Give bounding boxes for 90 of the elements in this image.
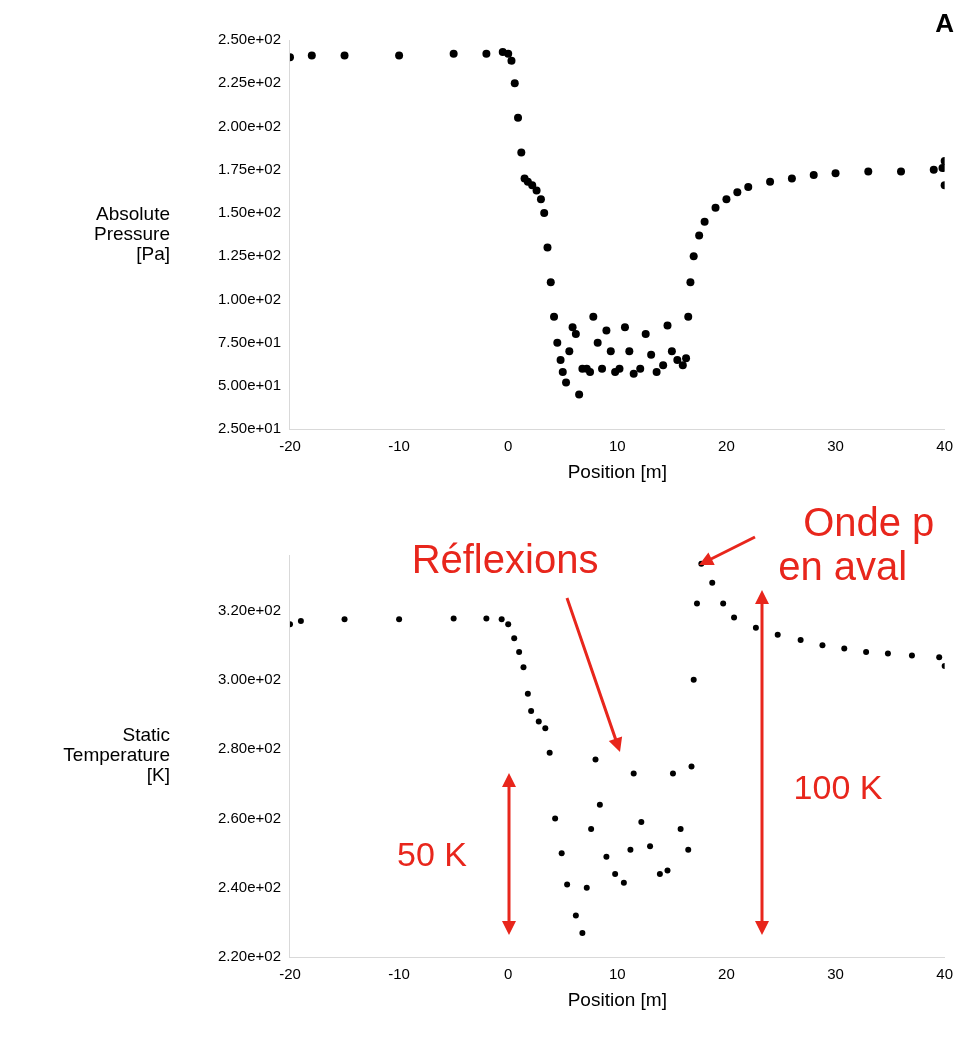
x-tick-label: 30 — [827, 965, 844, 983]
point — [884, 650, 891, 657]
point — [688, 763, 695, 770]
y-tick-label: 2.40e+02 — [218, 878, 281, 895]
y-axis-title: Absolute Pressure [Pa] — [93, 202, 170, 264]
point — [528, 708, 535, 715]
point — [693, 600, 700, 607]
annotation: 50 K — [397, 835, 468, 874]
point — [677, 825, 684, 832]
point — [579, 929, 586, 936]
point — [664, 867, 671, 874]
text: A — [935, 8, 955, 39]
point — [505, 621, 512, 628]
point — [524, 690, 531, 697]
annotation: Réflexions — [411, 537, 599, 582]
point — [564, 881, 571, 888]
y-tick-label: 2.60e+02 — [218, 808, 281, 826]
point — [483, 615, 490, 622]
point — [520, 664, 527, 671]
point — [647, 843, 654, 850]
point — [720, 600, 727, 607]
point — [546, 749, 553, 756]
x-tick-label: 20 — [718, 437, 735, 455]
point — [656, 870, 663, 877]
y-tick-label: 1.50e+02 — [218, 203, 281, 221]
point — [690, 676, 697, 683]
point — [396, 616, 403, 623]
point — [630, 770, 637, 777]
point — [552, 815, 559, 822]
y-tick-label: 7.50e+01 — [218, 332, 281, 350]
point — [774, 631, 781, 638]
y-tick-label: 3.20e+02 — [218, 600, 281, 618]
point — [627, 846, 634, 853]
y-tick-label: 1.75e+02 — [218, 159, 281, 177]
x-axis-title: Position [m] — [567, 460, 667, 482]
point — [341, 616, 348, 623]
x-tick-label: 40 — [936, 437, 953, 455]
y-tick-label: 1.00e+02 — [218, 289, 281, 307]
y-tick-label: 1.25e+02 — [218, 246, 281, 264]
y-axis-title: Static Temperature [K] — [63, 724, 170, 786]
point — [558, 850, 565, 857]
point — [583, 884, 590, 891]
point — [450, 615, 457, 622]
point — [596, 801, 603, 808]
y-tick-label: 2.80e+02 — [218, 739, 281, 757]
point — [297, 617, 304, 624]
point — [612, 870, 619, 877]
x-tick-label: -20 — [279, 965, 301, 983]
y-tick-label: 2.25e+02 — [218, 73, 281, 91]
point — [669, 770, 676, 777]
point — [542, 725, 549, 732]
x-tick-label: 30 — [827, 437, 844, 455]
point — [498, 616, 505, 623]
point — [908, 652, 915, 659]
point — [588, 825, 595, 832]
point — [797, 636, 804, 643]
point — [603, 853, 610, 860]
x-tick-label: 10 — [608, 437, 626, 455]
annotation: 100 K — [793, 768, 883, 807]
x-tick-label: 40 — [936, 965, 953, 983]
x-tick-label: -10 — [388, 965, 410, 983]
x-tick-label: -10 — [388, 437, 410, 455]
point — [638, 818, 645, 825]
point — [516, 649, 523, 656]
point — [572, 912, 579, 919]
point — [685, 846, 692, 853]
point — [731, 614, 738, 621]
point — [592, 756, 599, 763]
point — [752, 624, 759, 631]
point — [819, 642, 826, 649]
x-axis-title: Position [m] — [567, 988, 667, 1010]
x-tick-label: 0 — [504, 965, 513, 983]
annotation: Onde p en aval — [778, 500, 935, 589]
y-tick-label: 5.00e+01 — [218, 376, 281, 394]
point — [709, 579, 716, 586]
point — [535, 718, 542, 725]
x-tick-label: 0 — [504, 437, 513, 455]
x-tick-label: 10 — [608, 965, 626, 983]
point — [841, 645, 848, 652]
y-tick-label: 2.50e+01 — [218, 419, 281, 437]
x-tick-label: 20 — [718, 965, 735, 983]
y-tick-label: 2.50e+02 — [218, 30, 281, 48]
y-tick-label: 3.00e+02 — [218, 669, 281, 687]
y-tick-label: 2.20e+02 — [218, 947, 281, 965]
point — [863, 649, 870, 656]
point — [620, 879, 627, 886]
y-tick-label: 2.00e+02 — [218, 116, 281, 134]
point — [936, 654, 943, 661]
x-tick-label: -20 — [279, 437, 301, 455]
point — [511, 635, 518, 642]
